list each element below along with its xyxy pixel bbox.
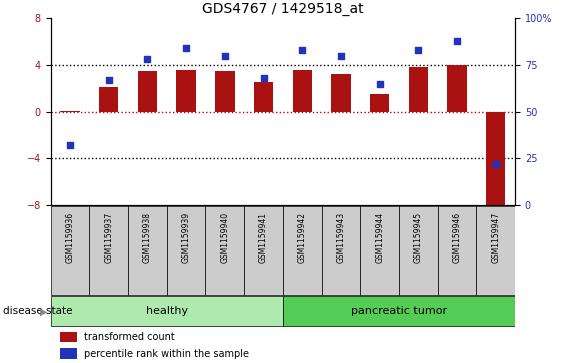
Title: GDS4767 / 1429518_at: GDS4767 / 1429518_at (202, 2, 364, 16)
Bar (244, 206, 283, 295)
Bar (167, 206, 205, 295)
Bar (321, 206, 360, 295)
Bar (438, 206, 476, 295)
Point (143, 56, 152, 62)
Point (491, 161, 501, 167)
Text: GSM1159943: GSM1159943 (337, 212, 346, 264)
Bar (138, 71, 157, 112)
Bar (205, 206, 244, 295)
Point (337, 53, 346, 58)
Point (182, 45, 191, 51)
Text: GSM1159944: GSM1159944 (375, 212, 384, 264)
Bar (176, 70, 196, 112)
Text: transformed count: transformed count (84, 332, 175, 342)
Bar (60, 111, 80, 112)
Point (298, 47, 307, 53)
Bar (331, 74, 351, 112)
Bar (360, 206, 399, 295)
Bar (293, 70, 312, 112)
Text: GSM1159945: GSM1159945 (414, 212, 423, 264)
Point (453, 38, 462, 44)
Bar (476, 206, 515, 295)
Point (220, 53, 229, 58)
Text: GSM1159940: GSM1159940 (220, 212, 229, 264)
Text: disease state: disease state (3, 306, 72, 316)
Text: percentile rank within the sample: percentile rank within the sample (84, 348, 249, 359)
Bar (448, 65, 467, 112)
Bar (370, 94, 390, 112)
Text: GSM1159938: GSM1159938 (143, 212, 152, 263)
Bar (399, 206, 438, 295)
Point (414, 47, 423, 53)
Bar (51, 297, 283, 326)
Bar (60, 348, 77, 359)
Text: GSM1159936: GSM1159936 (65, 212, 74, 264)
Bar (128, 206, 167, 295)
Bar (99, 87, 118, 112)
Bar (283, 206, 321, 295)
Text: ▶: ▶ (41, 306, 48, 316)
Text: pancreatic tumor: pancreatic tumor (351, 306, 447, 316)
Text: GSM1159942: GSM1159942 (298, 212, 307, 263)
Point (65, 142, 74, 148)
Text: GSM1159947: GSM1159947 (491, 212, 501, 264)
Point (375, 81, 384, 86)
Bar (409, 67, 428, 112)
Point (104, 77, 113, 83)
Text: GSM1159939: GSM1159939 (182, 212, 191, 264)
Bar (51, 206, 90, 295)
Text: healthy: healthy (146, 306, 188, 316)
Bar (486, 112, 506, 211)
Bar (283, 297, 515, 326)
Point (259, 75, 268, 81)
Bar (90, 206, 128, 295)
Text: GSM1159941: GSM1159941 (259, 212, 268, 263)
Bar (254, 82, 273, 112)
Bar (215, 71, 235, 112)
Text: GSM1159937: GSM1159937 (104, 212, 113, 264)
Text: GSM1159946: GSM1159946 (453, 212, 462, 264)
Bar (60, 332, 77, 342)
